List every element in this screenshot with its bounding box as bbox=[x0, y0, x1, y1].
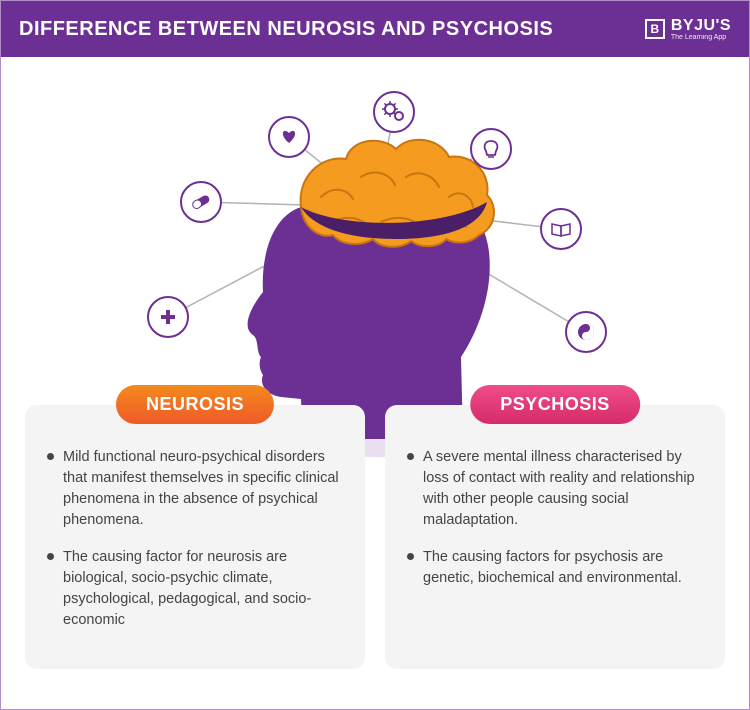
logo-name: BYJU'S bbox=[671, 18, 731, 34]
bullet-item: Mild functional neuro-psychical disorder… bbox=[47, 447, 343, 531]
logo-tagline: The Learning App bbox=[671, 34, 731, 41]
bullet-item: The causing factor for neurosis are biol… bbox=[47, 547, 343, 631]
infographic-container: DIFFERENCE BETWEEN NEUROSIS AND PSYCHOSI… bbox=[0, 0, 750, 710]
yinyang-icon bbox=[566, 312, 606, 352]
logo-badge: B bbox=[645, 19, 665, 39]
neurosis-card: NEUROSISMild functional neuro-psychical … bbox=[25, 405, 365, 669]
heart-icon bbox=[269, 117, 309, 157]
bullet-list: A severe mental illness characterised by… bbox=[407, 447, 703, 589]
header-bar: DIFFERENCE BETWEEN NEUROSIS AND PSYCHOSI… bbox=[1, 1, 749, 57]
card-pill: NEUROSIS bbox=[116, 385, 274, 424]
comparison-cards: NEUROSISMild functional neuro-psychical … bbox=[1, 405, 749, 693]
psychosis-card: PSYCHOSISA severe mental illness charact… bbox=[385, 405, 725, 669]
bullet-item: A severe mental illness characterised by… bbox=[407, 447, 703, 531]
book-icon bbox=[541, 209, 581, 249]
gears-icon bbox=[374, 92, 414, 132]
bullet-list: Mild functional neuro-psychical disorder… bbox=[47, 447, 343, 631]
card-pill: PSYCHOSIS bbox=[470, 385, 640, 424]
bullet-item: The causing factors for psychosis are ge… bbox=[407, 547, 703, 589]
brand-logo: B BYJU'S The Learning App bbox=[645, 18, 731, 41]
plus-icon bbox=[148, 297, 188, 337]
page-title: DIFFERENCE BETWEEN NEUROSIS AND PSYCHOSI… bbox=[19, 18, 553, 41]
pill-icon bbox=[181, 182, 221, 222]
bulb-icon bbox=[471, 129, 511, 169]
